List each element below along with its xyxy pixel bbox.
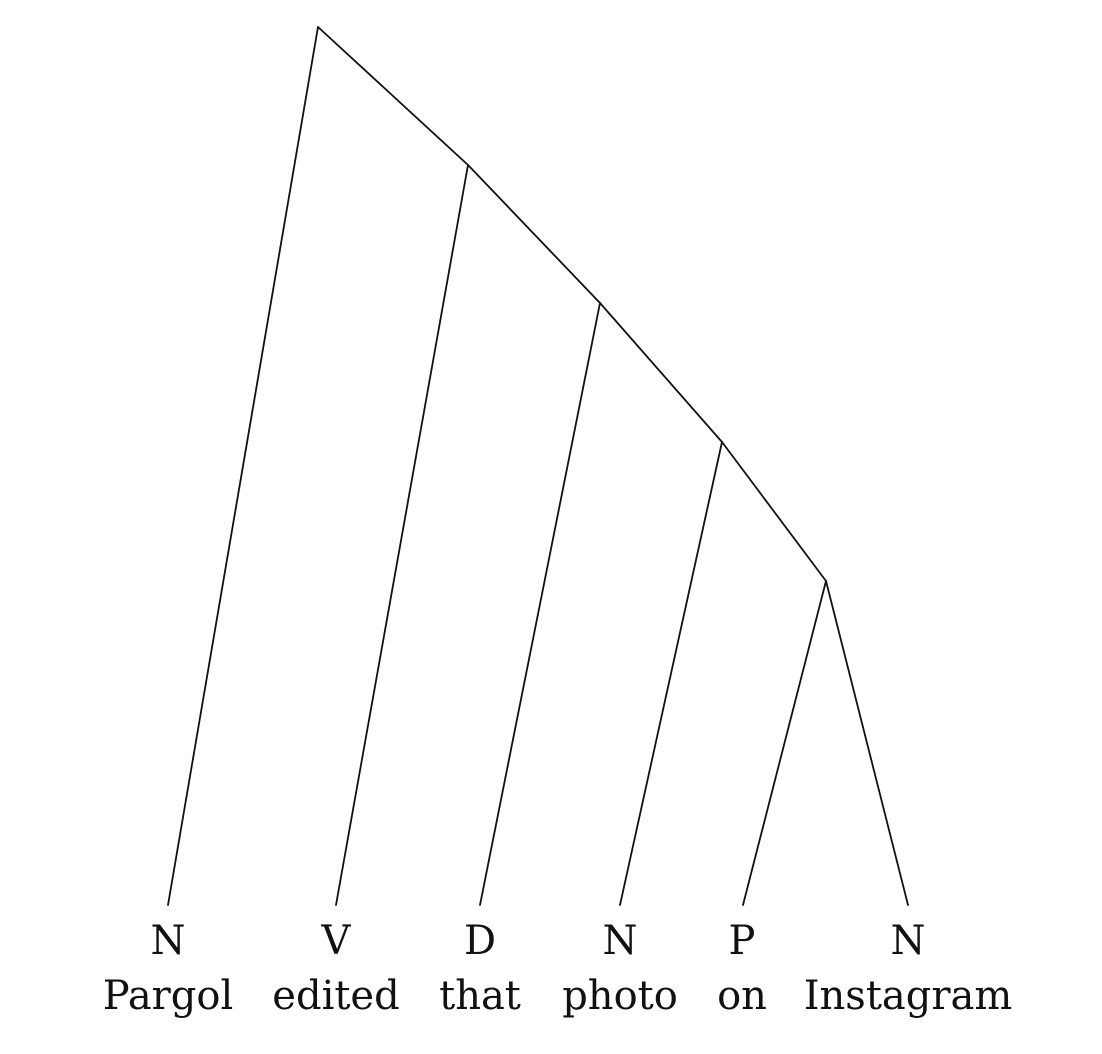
leaf-category-3: D bbox=[463, 918, 497, 964]
spine-edge-4 bbox=[721, 441, 827, 582]
leaf-edge-photo bbox=[619, 441, 723, 906]
leaf-word-4: photo bbox=[562, 973, 678, 1019]
leaf-word-5: on bbox=[717, 973, 767, 1019]
leaf-edge-instagram bbox=[825, 580, 909, 906]
leaf-edge-edited bbox=[335, 164, 469, 906]
leaf-word-3: that bbox=[439, 973, 521, 1019]
leaf-category-1: N bbox=[150, 918, 186, 964]
spine-edge-3 bbox=[599, 302, 723, 443]
leaf-edge-on bbox=[742, 580, 827, 906]
leaf-category-5: P bbox=[728, 918, 756, 964]
leaf-category-2: V bbox=[321, 918, 351, 964]
leaf-word-1: Pargol bbox=[102, 973, 234, 1019]
leaf-category-4: N bbox=[602, 918, 638, 964]
leaf-word-2: edited bbox=[272, 973, 400, 1019]
leaf-category-6: N bbox=[890, 918, 926, 964]
leaf-word-6: Instagram bbox=[803, 973, 1013, 1019]
spine-edge-1 bbox=[317, 26, 469, 166]
leaf-edge-that bbox=[479, 302, 601, 906]
spine-edge-2 bbox=[467, 164, 601, 304]
leaf-edge-pargol bbox=[167, 26, 319, 906]
